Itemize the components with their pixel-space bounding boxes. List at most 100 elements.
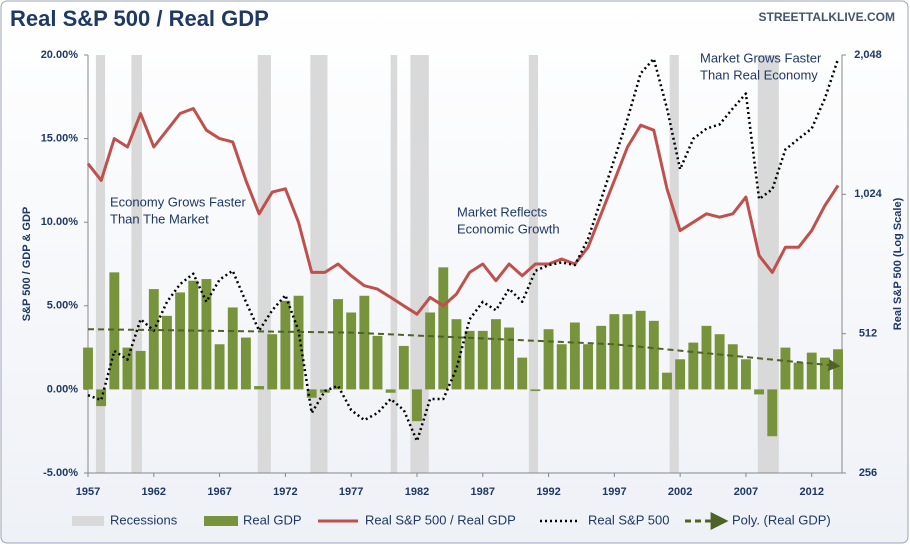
x-tick-label: 1977 xyxy=(339,486,363,498)
recession-band xyxy=(410,55,429,473)
y-tick-label: 10.00% xyxy=(41,216,79,228)
gdp-bar xyxy=(254,386,264,390)
annotation: Market Reflects xyxy=(457,204,548,219)
legend-label: Poly. (Real GDP) xyxy=(732,512,831,527)
gdp-bar xyxy=(741,359,751,390)
annotation: Economy Grows Faster xyxy=(110,194,246,209)
gdp-bar xyxy=(714,334,725,390)
recession-band xyxy=(669,55,679,473)
x-tick-label: 1962 xyxy=(142,486,166,498)
legend-swatch xyxy=(204,516,238,526)
y-axis-label: S&P 500 / GDP & GDP xyxy=(21,207,33,322)
gdp-bar xyxy=(596,325,607,390)
gdp-bar xyxy=(293,295,304,390)
annotation: Than Real Economy xyxy=(700,67,818,82)
gdp-bar xyxy=(280,300,291,390)
x-tick-label: 2002 xyxy=(668,486,692,498)
gdp-bar xyxy=(609,314,620,390)
x-tick-label: 1992 xyxy=(536,486,560,498)
x-tick-label: 1967 xyxy=(207,486,231,498)
gdp-bar xyxy=(793,362,804,390)
legend-label: Real S&P 500 / Real GDP xyxy=(365,512,516,527)
gdp-bar xyxy=(754,389,765,395)
gdp-bar xyxy=(267,334,278,390)
series-line xyxy=(87,328,841,372)
gdp-bar xyxy=(135,350,146,390)
y-tick-label: -5.00% xyxy=(43,467,78,479)
gdp-bar xyxy=(148,289,159,390)
gdp-bar xyxy=(214,344,225,390)
gdp-bar xyxy=(201,279,212,390)
gdp-bar xyxy=(688,342,699,390)
y-tick-label: 5.00% xyxy=(47,300,78,312)
gdp-bar xyxy=(556,344,567,390)
watermark: STREETTALKLIVE.COM xyxy=(759,10,895,24)
recession-band xyxy=(131,55,142,473)
recession-band xyxy=(257,55,271,473)
x-tick-label: 1972 xyxy=(273,486,297,498)
gdp-bar xyxy=(833,349,843,390)
x-tick-label: 2012 xyxy=(799,486,823,498)
gdp-bar xyxy=(767,389,778,437)
series-line xyxy=(86,107,840,316)
gdp-bar xyxy=(83,347,93,390)
gdp-bar xyxy=(464,330,475,390)
gdp-bar xyxy=(806,352,817,390)
y2-tick-label: 2,048 xyxy=(854,49,882,61)
y-tick-label: 20.00% xyxy=(41,49,79,61)
y2-axis-label: Real S&P 500 (Log Scale) xyxy=(892,197,904,330)
x-tick-label: 1987 xyxy=(471,486,495,498)
annotation: Than The Market xyxy=(110,211,209,226)
gdp-bar xyxy=(819,357,830,390)
legend-label: Real GDP xyxy=(243,512,302,527)
y2-tick-label: 512 xyxy=(859,328,877,340)
gdp-bar xyxy=(227,307,238,390)
gdp-bar xyxy=(622,314,633,390)
gdp-bar xyxy=(477,330,488,390)
gdp-bar xyxy=(398,345,409,390)
x-tick-label: 2007 xyxy=(734,486,758,498)
gdp-bar xyxy=(727,344,738,390)
gdp-bar xyxy=(701,325,712,390)
y-tick-label: 0.00% xyxy=(47,383,78,395)
gdp-bar xyxy=(412,389,422,422)
chart-title: Real S&P 500 / Real GDP xyxy=(10,6,269,31)
annotation: Market Grows Faster xyxy=(700,50,822,65)
recession-band xyxy=(757,55,779,473)
gdp-bar xyxy=(648,320,659,390)
gdp-bar xyxy=(530,389,541,392)
gdp-bar xyxy=(438,267,449,390)
gdp-bar xyxy=(517,357,528,390)
legend-label: Recessions xyxy=(110,512,178,527)
y2-tick-label: 256 xyxy=(859,467,877,479)
gdp-bar xyxy=(780,347,791,390)
gdp-bar xyxy=(583,344,593,390)
gdp-bar xyxy=(635,310,646,390)
gdp-bar xyxy=(109,272,120,390)
gdp-bar xyxy=(122,347,133,390)
gdp-bar xyxy=(662,372,672,390)
y2-tick-label: 1,024 xyxy=(854,188,882,200)
gdp-bar xyxy=(346,312,357,390)
x-tick-label: 1957 xyxy=(76,486,100,498)
gdp-bar xyxy=(306,389,317,398)
gdp-bar xyxy=(675,359,686,390)
legend-swatch xyxy=(72,516,104,526)
gdp-bar xyxy=(385,389,396,393)
gdp-bar xyxy=(162,315,172,390)
x-tick-label: 1982 xyxy=(405,486,429,498)
x-tick-label: 1997 xyxy=(602,486,626,498)
recession-band xyxy=(95,55,106,473)
gdp-bar xyxy=(333,299,343,390)
gdp-bar xyxy=(490,319,501,390)
legend-label: Real S&P 500 xyxy=(588,512,669,527)
gdp-bar xyxy=(425,312,436,390)
gdp-bar xyxy=(240,337,251,390)
gdp-bar xyxy=(188,280,199,390)
recession-band xyxy=(390,55,398,473)
gdp-bar xyxy=(359,295,370,390)
gdp-bar xyxy=(569,322,580,390)
recession-band xyxy=(310,55,328,473)
